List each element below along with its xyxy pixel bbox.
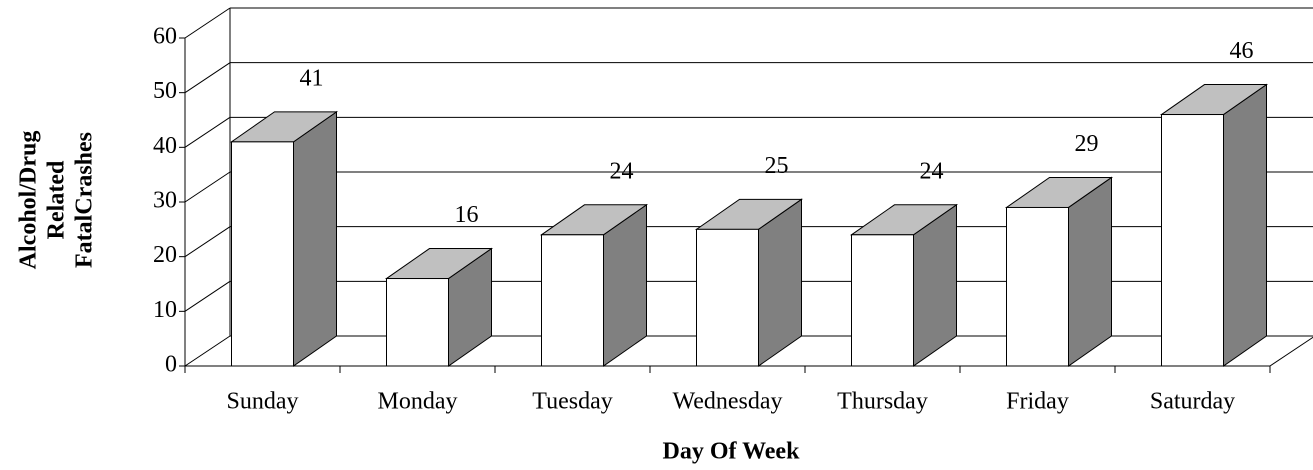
y-tick-label: 50 xyxy=(153,78,177,104)
value-label: 16 xyxy=(455,202,479,228)
bar xyxy=(386,278,449,367)
y-tick-label: 20 xyxy=(153,242,177,268)
grid-line-side xyxy=(184,116,231,148)
x-tick-label: Friday xyxy=(1006,389,1069,415)
grid-line-side xyxy=(184,171,231,203)
x-tick-label: Wednesday xyxy=(672,389,782,415)
y-tick-label: 10 xyxy=(153,297,177,323)
y-tick-label: 40 xyxy=(153,133,177,159)
x-tick-label: Monday xyxy=(378,389,458,415)
bar-side xyxy=(1223,83,1267,367)
y-tick-label: 60 xyxy=(153,24,177,50)
value-label: 29 xyxy=(1075,131,1099,157)
grid-line-side xyxy=(184,62,231,94)
grid-line-side xyxy=(184,335,231,367)
value-label: 41 xyxy=(300,65,324,91)
bar xyxy=(851,234,914,367)
grid-line-side xyxy=(184,7,231,39)
x-axis-label: Day Of Week xyxy=(663,439,801,465)
y-tick-label: 30 xyxy=(153,188,177,214)
bar xyxy=(696,228,759,367)
y-axis-label-line: Related xyxy=(44,160,70,239)
value-label: 25 xyxy=(765,153,789,179)
y-axis-label-line: Alcohol/Drug xyxy=(16,131,42,270)
floor-right xyxy=(1269,336,1313,367)
grid-line-side xyxy=(184,226,231,258)
x-tick-label: Sunday xyxy=(227,389,299,415)
y-axis-label-line: FatalCrashes xyxy=(72,132,98,268)
x-tick-label: Saturday xyxy=(1150,389,1235,415)
bar xyxy=(1006,206,1069,367)
bar-side xyxy=(293,110,337,367)
bar-side xyxy=(1068,176,1112,367)
x-tick-label: Thursday xyxy=(837,389,928,415)
x-tick-label: Tuesday xyxy=(532,389,612,415)
bar xyxy=(541,234,604,367)
value-label: 24 xyxy=(610,158,634,184)
value-label: 46 xyxy=(1230,38,1254,64)
bar xyxy=(231,141,294,367)
grid-line-side xyxy=(184,280,231,312)
y-axis-label: Alcohol/Drug Related FatalCrashes xyxy=(16,131,98,270)
value-label: 24 xyxy=(920,158,944,184)
y-tick-label: 0 xyxy=(165,352,177,378)
bar xyxy=(1161,114,1224,367)
